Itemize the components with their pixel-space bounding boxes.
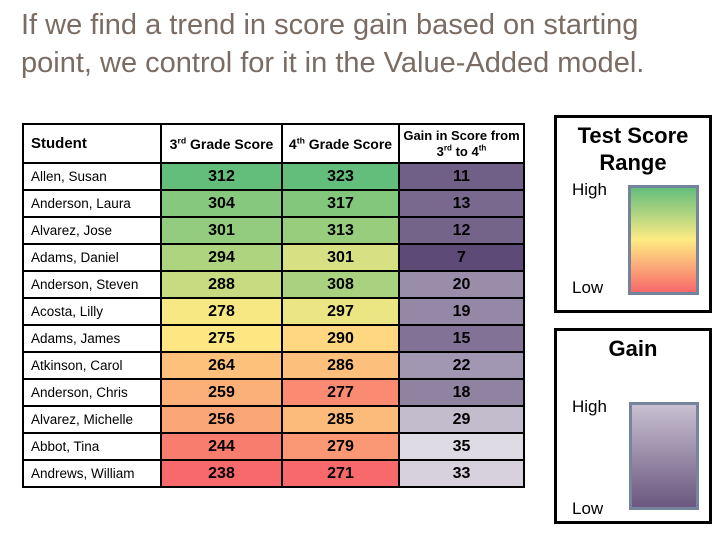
gain-score-cell: 35 <box>398 432 525 461</box>
grade3-score-cell: 259 <box>160 378 283 407</box>
student-name-cell: Anderson, Laura <box>22 189 162 218</box>
table-row: Atkinson, Carol 264 286 22 <box>22 351 525 380</box>
student-name-cell: Andrews, William <box>22 459 162 488</box>
test-score-gradient <box>628 185 699 295</box>
student-name-cell: Adams, James <box>22 324 162 353</box>
score-high-label: High <box>572 180 607 199</box>
gain-header-line2: 3rd to 4th <box>400 144 523 160</box>
grade4-score-cell: 301 <box>281 243 400 272</box>
test-score-range-title: Test Score Range <box>577 123 689 175</box>
grade4-score-cell: 323 <box>281 162 400 191</box>
table-row: Anderson, Chris 259 277 18 <box>22 378 525 407</box>
table-row: Allen, Susan 312 323 11 <box>22 162 525 191</box>
grade4-number: 4 <box>288 135 297 152</box>
table-row: Alvarez, Michelle 256 285 29 <box>22 405 525 434</box>
student-name-cell: Anderson, Chris <box>22 378 162 407</box>
col-header-grade4: 4th Grade Score <box>281 123 400 164</box>
table-row: Acosta, Lilly 278 297 19 <box>22 297 525 326</box>
table-body: Allen, Susan 312 323 11 Anderson, Laura 304 31… <box>22 162 525 488</box>
grade3-score-cell: 278 <box>160 297 283 326</box>
col-header-grade3: 3rd Grade Score <box>160 123 283 164</box>
table-row: Alvarez, Jose 301 313 12 <box>22 216 525 245</box>
col-header-gain: Gain in Score from 3rd to 4th <box>398 123 525 164</box>
gain-score-cell: 19 <box>398 297 525 326</box>
grade3-score-cell: 312 <box>160 162 283 191</box>
score-low-label: Low <box>572 278 604 297</box>
table-row: Anderson, Steven 288 308 20 <box>22 270 525 299</box>
gain-score-cell: 15 <box>398 324 525 353</box>
grade4-ordinal: th <box>296 134 305 145</box>
grade3-score-cell: 238 <box>160 459 283 488</box>
gain-score-cell: 18 <box>398 378 525 407</box>
gain-score-cell: 12 <box>398 216 525 245</box>
gain-score-cell: 29 <box>398 405 525 434</box>
grade4-score-cell: 285 <box>281 405 400 434</box>
grade3-score-cell: 301 <box>160 216 283 245</box>
gain-score-cell: 33 <box>398 459 525 488</box>
grade4-score-cell: 286 <box>281 351 400 380</box>
student-name-cell: Abbot, Tina <box>22 432 162 461</box>
gain-low-label: Low <box>572 499 604 518</box>
gain-score-cell: 13 <box>398 189 525 218</box>
grade3-score-cell: 256 <box>160 405 283 434</box>
table-row: Anderson, Laura 304 317 13 <box>22 189 525 218</box>
gain-legend: Gain High Low <box>554 328 712 524</box>
grade4-score-cell: 308 <box>281 270 400 299</box>
grade3-score-cell: 294 <box>160 243 283 272</box>
gain-from-number: 3 <box>436 143 444 159</box>
gain-header-line1: Gain in Score from <box>403 127 520 143</box>
gain-from-ordinal: rd <box>443 143 452 153</box>
gain-to-label: to 4 <box>451 143 479 159</box>
grade4-label: Grade Score <box>304 135 393 152</box>
grade4-score-cell: 277 <box>281 378 400 407</box>
table-row: Abbot, Tina 244 279 35 <box>22 432 525 461</box>
table-row: Andrews, William 238 271 33 <box>22 459 525 488</box>
gain-score-cell: 22 <box>398 351 525 380</box>
grade3-number: 3 <box>169 135 178 152</box>
student-name-cell: Anderson, Steven <box>22 270 162 299</box>
student-name-cell: Atkinson, Carol <box>22 351 162 380</box>
student-name-cell: Allen, Susan <box>22 162 162 191</box>
grade3-score-cell: 244 <box>160 432 283 461</box>
gain-score-cell: 11 <box>398 162 525 191</box>
grade4-score-cell: 317 <box>281 189 400 218</box>
grade3-score-cell: 304 <box>160 189 283 218</box>
gain-to-ordinal: th <box>478 143 487 153</box>
table-row: Adams, Daniel 294 301 7 <box>22 243 525 272</box>
grade4-score-cell: 279 <box>281 432 400 461</box>
grade3-score-cell: 288 <box>160 270 283 299</box>
col-header-student: Student <box>22 123 162 164</box>
grade4-score-cell: 290 <box>281 324 400 353</box>
student-name-cell: Acosta, Lilly <box>22 297 162 326</box>
gain-gradient <box>629 402 699 510</box>
table-row: Adams, James 275 290 15 <box>22 324 525 353</box>
slide-title: If we find a trend in score gain based o… <box>21 9 645 79</box>
table-header-row: Student 3rd Grade Score 4th Grade Score … <box>22 123 525 164</box>
gain-score-cell: 20 <box>398 270 525 299</box>
grade3-label: Grade Score <box>186 135 274 152</box>
grade4-score-cell: 297 <box>281 297 400 326</box>
test-score-range-legend: Test Score Range High Low <box>554 115 712 313</box>
grade3-score-cell: 264 <box>160 351 283 380</box>
student-name-cell: Alvarez, Michelle <box>22 405 162 434</box>
grade4-score-cell: 313 <box>281 216 400 245</box>
grade3-ordinal: rd <box>177 134 187 145</box>
gain-high-label: High <box>572 397 607 416</box>
grade4-score-cell: 271 <box>281 459 400 488</box>
gain-legend-title: Gain <box>608 336 658 361</box>
gain-score-cell: 7 <box>398 243 525 272</box>
student-name-cell: Alvarez, Jose <box>22 216 162 245</box>
student-scores-table: Student 3rd Grade Score 4th Grade Score … <box>22 123 525 488</box>
grade3-score-cell: 275 <box>160 324 283 353</box>
student-name-cell: Adams, Daniel <box>22 243 162 272</box>
